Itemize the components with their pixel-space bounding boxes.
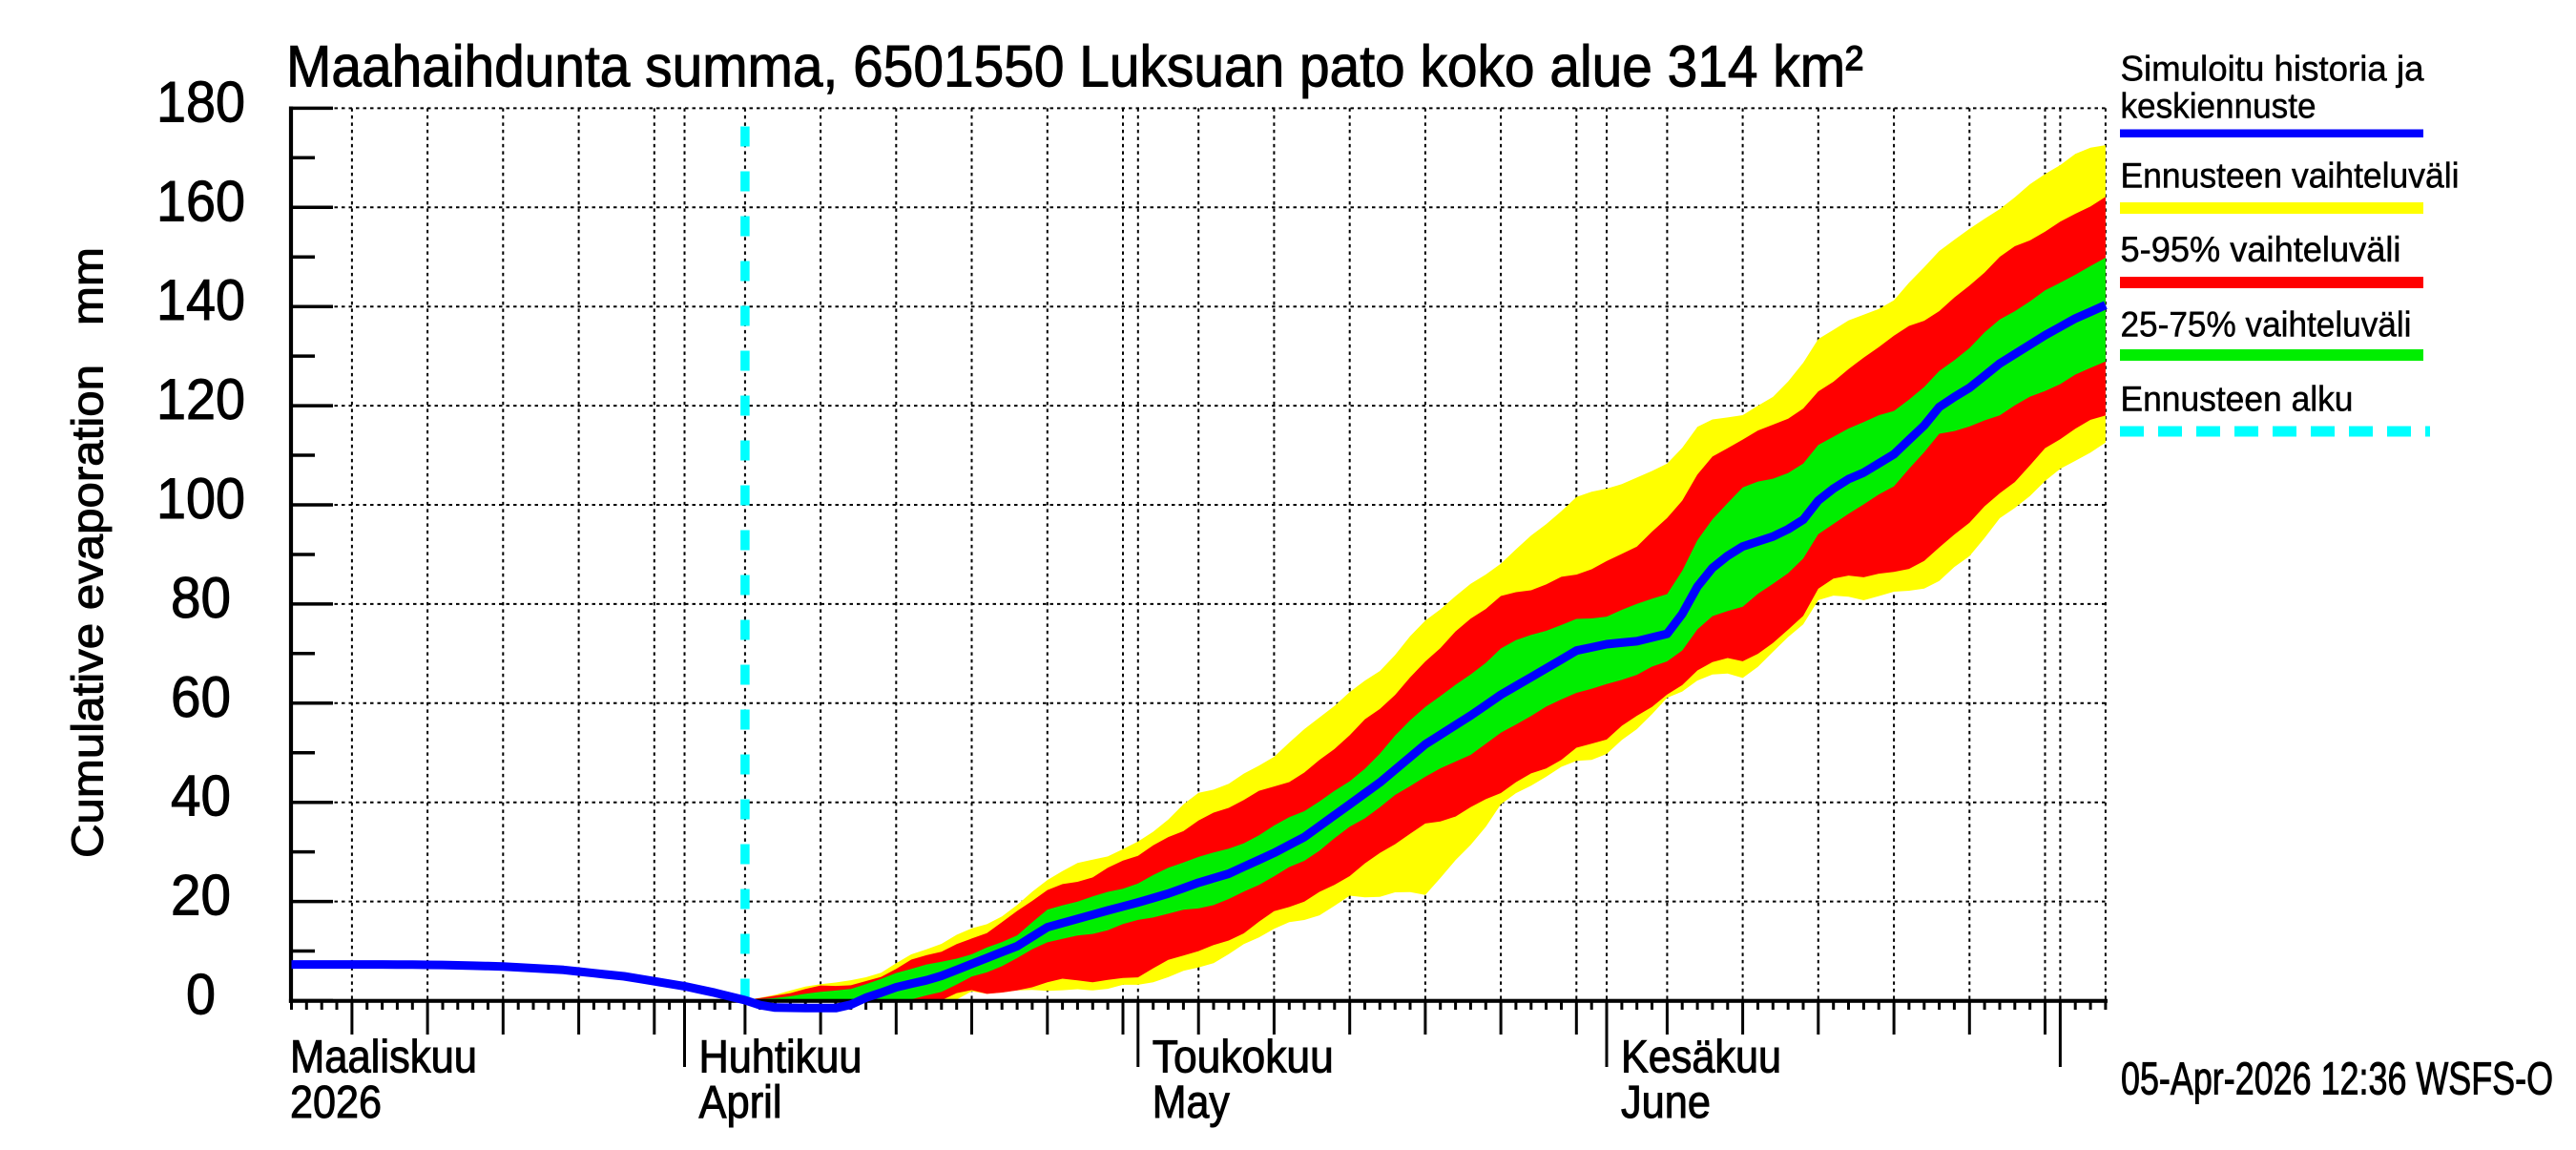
svg-text:25-75% vaihteluväli: 25-75% vaihteluväli bbox=[2121, 305, 2412, 345]
svg-text:Cumulative evaporation mm: Cumulative evaporation mm bbox=[63, 247, 113, 858]
svg-text:120: 120 bbox=[156, 367, 245, 431]
svg-text:April: April bbox=[699, 1077, 782, 1128]
svg-text:05-Apr-2026 12:36 WSFS-O: 05-Apr-2026 12:36 WSFS-O bbox=[2121, 1053, 2553, 1104]
svg-text:140: 140 bbox=[156, 268, 245, 332]
svg-text:keskiennuste: keskiennuste bbox=[2121, 87, 2316, 126]
svg-text:60: 60 bbox=[171, 665, 231, 729]
svg-text:80: 80 bbox=[171, 566, 231, 630]
svg-text:Ennusteen alku: Ennusteen alku bbox=[2121, 380, 2354, 419]
svg-text:Simuloitu historia ja: Simuloitu historia ja bbox=[2121, 50, 2424, 89]
svg-text:Toukokuu: Toukokuu bbox=[1153, 1032, 1334, 1083]
svg-text:May: May bbox=[1153, 1077, 1231, 1128]
svg-text:40: 40 bbox=[171, 764, 231, 828]
svg-text:2026: 2026 bbox=[290, 1077, 382, 1128]
svg-text:160: 160 bbox=[156, 169, 245, 233]
svg-text:180: 180 bbox=[156, 70, 245, 134]
svg-text:June: June bbox=[1621, 1077, 1711, 1128]
svg-text:Kesäkuu: Kesäkuu bbox=[1621, 1032, 1781, 1083]
svg-text:Huhtikuu: Huhtikuu bbox=[699, 1032, 862, 1083]
svg-text:Ennusteen vaihteluväli: Ennusteen vaihteluväli bbox=[2121, 157, 2460, 196]
svg-text:100: 100 bbox=[156, 467, 245, 531]
svg-text:Maahaihdunta summa, 6501550 Lu: Maahaihdunta summa, 6501550 Luksuan pato… bbox=[286, 34, 1863, 100]
svg-text:Maaliskuu: Maaliskuu bbox=[290, 1032, 477, 1083]
svg-text:20: 20 bbox=[171, 864, 231, 928]
svg-text:5-95% vaihteluväli: 5-95% vaihteluväli bbox=[2121, 230, 2401, 269]
svg-text:0: 0 bbox=[186, 963, 216, 1027]
